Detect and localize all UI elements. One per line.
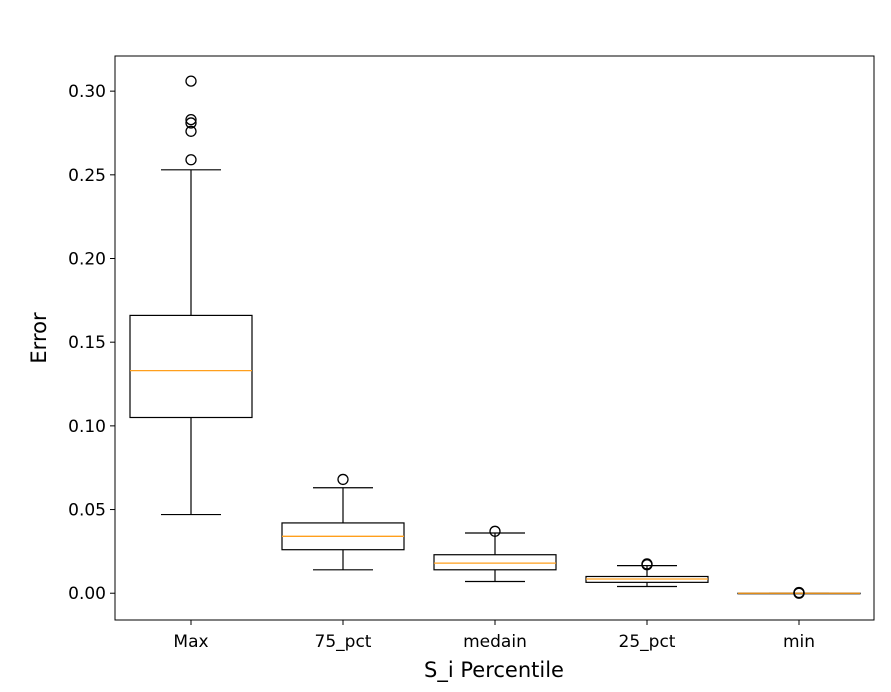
x-axis-ticks: Max 75_pct medain 25_pct min [173, 620, 815, 652]
iqr-box [433, 554, 557, 571]
outlier-point [793, 586, 805, 599]
outlier-point [641, 558, 653, 570]
y-tick-label: 0.05 [68, 501, 106, 521]
x-tick-label: 75_pct [315, 632, 372, 652]
box-min [737, 586, 861, 599]
box-medain [433, 525, 557, 583]
y-tick-label: 0.15 [68, 333, 106, 353]
x-axis-title: S_i Percentile [424, 658, 564, 683]
box-Max [129, 75, 253, 516]
x-tick-label: min [783, 632, 815, 652]
y-tick-label: 0.25 [68, 166, 106, 186]
box-75_pct [281, 473, 405, 571]
outlier-point [185, 117, 197, 129]
x-tick-label: Max [173, 632, 208, 652]
box-25_pct [585, 558, 709, 588]
x-tick-label: 25_pct [619, 632, 676, 652]
outlier-point [185, 125, 197, 137]
y-tick-label: 0.10 [68, 417, 106, 437]
iqr-box [129, 314, 253, 419]
outlier-point [337, 473, 349, 486]
outlier-point [489, 525, 501, 537]
y-tick-label: 0.00 [68, 584, 106, 604]
y-tick-label: 0.20 [68, 250, 106, 270]
outlier-point [185, 75, 197, 87]
outlier-point [185, 113, 197, 126]
y-axis-ticks: 0.00 0.05 0.10 0.15 0.20 0.25 0.30 [68, 82, 115, 604]
x-tick-label: medain [463, 632, 527, 652]
outlier-point [185, 154, 197, 166]
y-tick-label: 0.30 [68, 82, 106, 102]
y-axis-title: Error [27, 312, 51, 364]
